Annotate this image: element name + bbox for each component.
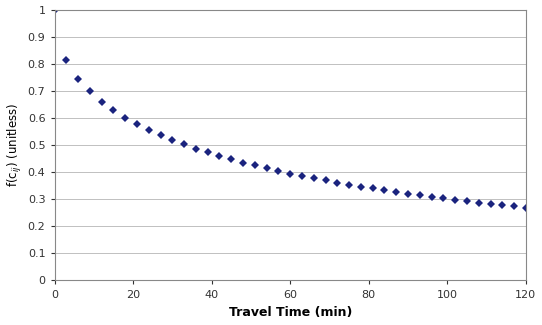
X-axis label: Travel Time (min): Travel Time (min) (229, 306, 352, 319)
Y-axis label: f(c$_{ij}$) (unitless): f(c$_{ij}$) (unitless) (5, 103, 23, 187)
